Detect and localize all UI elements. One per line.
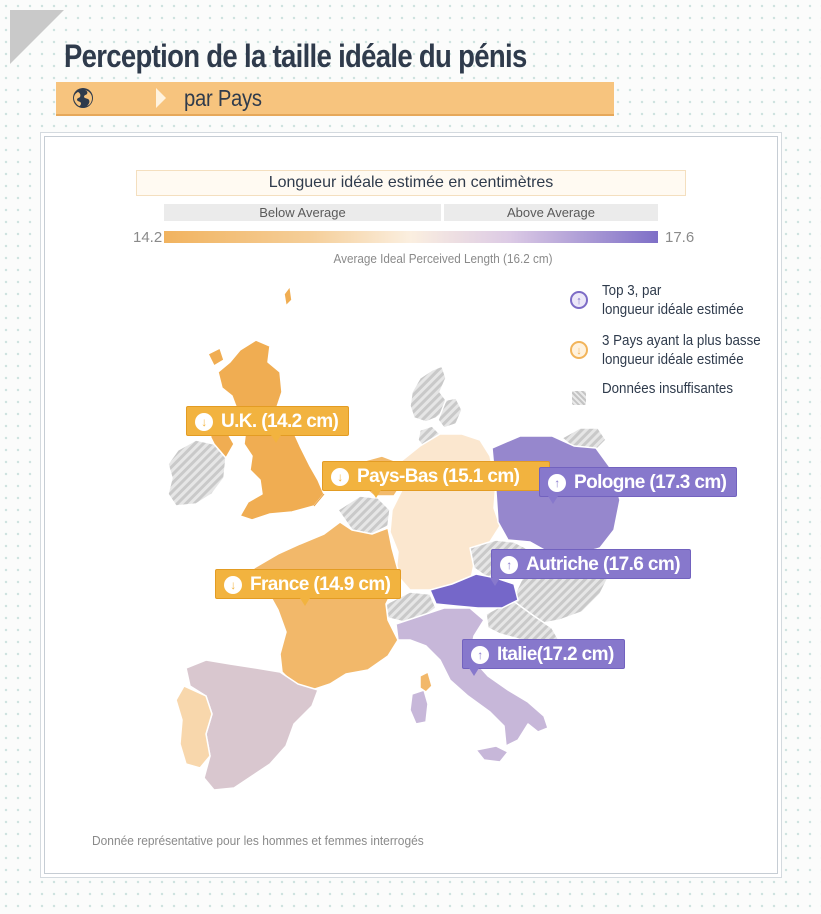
- above-average-label: Above Average: [444, 204, 658, 221]
- label-pointer: [490, 578, 500, 586]
- country-sicily: [475, 745, 509, 763]
- legend-key-text: 3 Pays ayant la plus basse longueur idéa…: [602, 333, 761, 368]
- hatch-icon: [572, 391, 586, 405]
- country-uk-islands: [207, 285, 293, 367]
- arrow-down-icon: ↓: [331, 468, 349, 486]
- page-title: Perception de la taille idéale du pénis: [64, 38, 527, 74]
- legend-title: Longueur idéale estimée en centimètres: [136, 170, 686, 196]
- arrow-down-icon: ↓: [195, 413, 213, 431]
- label-netherlands-text: Pays-Bas (15.1 cm): [357, 466, 520, 487]
- country-france: [249, 521, 399, 691]
- below-average-label: Below Average: [164, 204, 441, 221]
- average-note: Average Ideal Perceived Length (16.2 cm): [333, 251, 553, 266]
- arrow-up-icon: ↑: [471, 646, 489, 664]
- label-pointer: [271, 435, 281, 443]
- label-pointer: [371, 490, 381, 498]
- label-netherlands: ↓ Pays-Bas (15.1 cm): [322, 461, 551, 498]
- label-pointer: [469, 668, 479, 676]
- arrow-down-icon: ↓: [224, 576, 242, 594]
- label-pologne-text: Pologne (17.3 cm): [574, 472, 727, 493]
- country-sweden-south: [437, 397, 463, 429]
- label-italie-text: Italie(17.2 cm): [497, 644, 614, 665]
- label-uk: ↓ U.K. (14.2 cm): [186, 406, 350, 443]
- legend-key-text: Données insuffisantes: [602, 381, 734, 397]
- color-scale-bar: [164, 231, 658, 243]
- label-france-text: France (14.9 cm): [250, 574, 391, 595]
- label-pointer: [548, 496, 558, 504]
- arrow-up-icon: ↑: [500, 556, 518, 574]
- label-italie: ↑ Italie(17.2 cm): [462, 639, 625, 676]
- country-italy: [395, 607, 549, 747]
- border-detail: [313, 493, 325, 507]
- scale-max: 17.6: [665, 229, 695, 246]
- globe-icon: [73, 88, 93, 108]
- arrow-up-icon: ↑: [570, 291, 588, 309]
- footnote: Donnée représentative pour les hommes et…: [92, 833, 424, 848]
- label-france: ↓ France (14.9 cm): [215, 569, 402, 606]
- subtitle-bar: par Pays: [56, 82, 614, 116]
- page-subtitle: par Pays: [184, 85, 262, 111]
- chevron-right-icon: [156, 88, 166, 108]
- country-ireland: [167, 439, 227, 507]
- label-pointer: [300, 598, 310, 606]
- label-pologne: ↑ Pologne (17.3 cm): [539, 467, 738, 504]
- label-uk-text: U.K. (14.2 cm): [221, 411, 339, 432]
- country-portugal: [175, 685, 213, 769]
- arrow-up-icon: ↑: [548, 474, 566, 492]
- label-autriche: ↑ Autriche (17.6 cm): [490, 549, 691, 586]
- scale-min: 14.2: [133, 229, 163, 246]
- country-sardinia: [409, 689, 429, 725]
- arrow-down-icon: ↓: [570, 341, 588, 359]
- country-corsica: [419, 671, 433, 693]
- label-autriche-text: Autriche (17.6 cm): [526, 554, 681, 575]
- corner-triangle: [10, 10, 64, 64]
- legend-key-text: Top 3, par longueur idéale estimée: [602, 283, 744, 318]
